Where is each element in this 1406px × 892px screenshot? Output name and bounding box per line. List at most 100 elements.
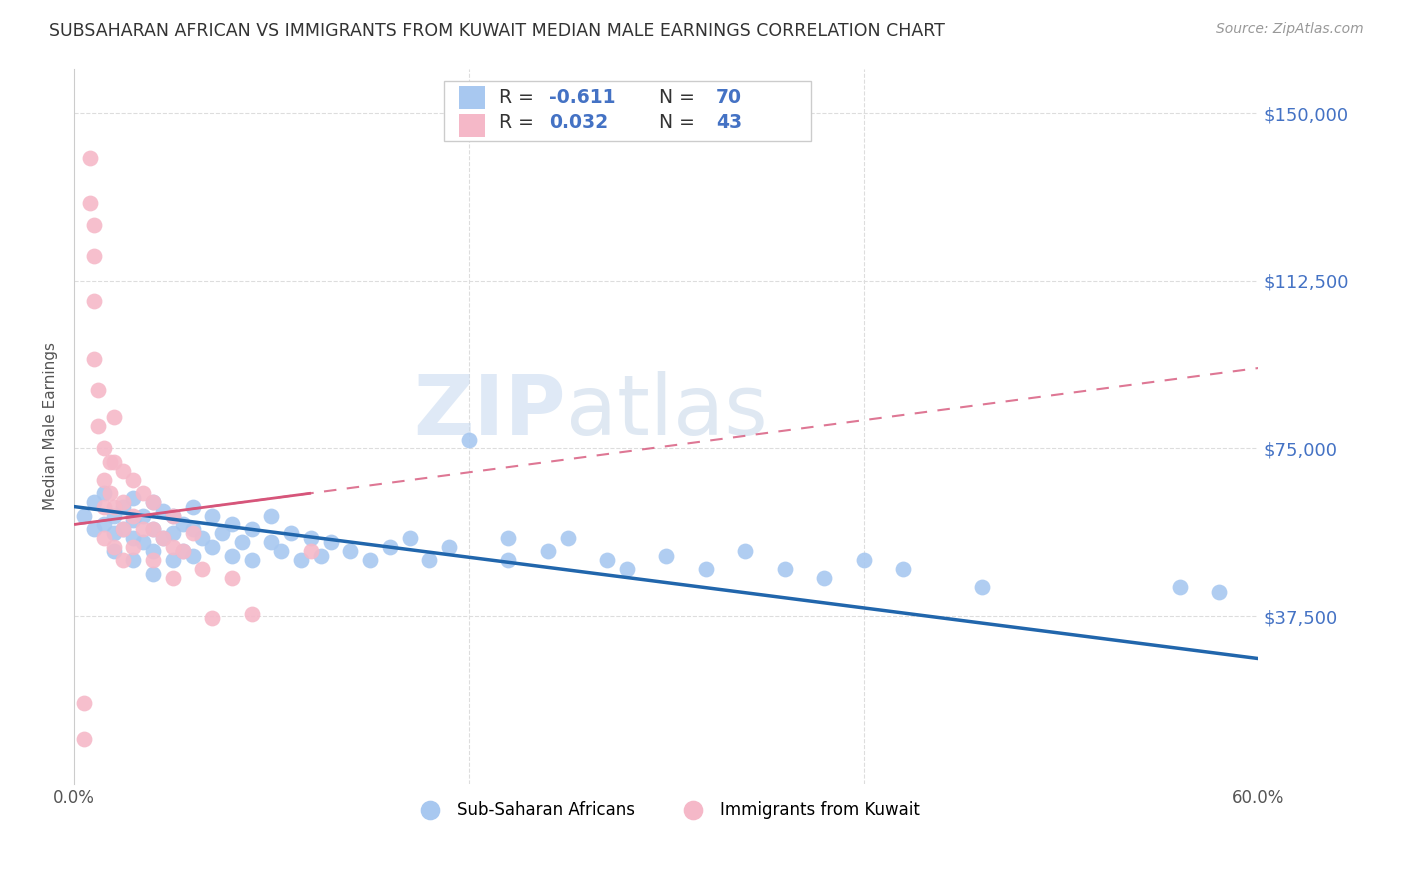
Point [240,607,263,621]
Point [972,580,994,594]
Point [142,544,165,558]
Point [191,562,214,576]
FancyBboxPatch shape [458,86,485,109]
Text: Source: ZipAtlas.com: Source: ZipAtlas.com [1216,22,1364,37]
Point [181,549,204,563]
Point [221,549,243,563]
Text: N =: N = [647,87,702,107]
Point [83,293,105,308]
Point [201,508,224,523]
Point [319,535,342,549]
Point [112,522,135,536]
Point [891,562,914,576]
Point [734,544,756,558]
Text: ZIP: ZIP [413,371,565,452]
Point [437,540,460,554]
Point [112,522,135,536]
Point [83,352,105,367]
Point [231,535,253,549]
Point [122,491,145,505]
Point [122,540,145,554]
FancyBboxPatch shape [458,114,485,137]
Point [280,526,302,541]
Point [201,611,224,625]
Point [221,571,243,585]
Point [211,526,233,541]
Point [93,500,115,514]
Point [83,249,105,263]
Point [498,531,520,545]
Point [339,544,361,558]
Point [162,553,184,567]
Point [359,553,381,567]
Point [616,562,638,576]
Point [83,495,105,509]
Point [132,486,155,500]
Point [112,464,135,478]
Point [132,508,155,523]
Point [152,531,174,545]
Point [93,486,115,500]
Point [73,696,96,710]
Text: 43: 43 [716,113,742,132]
Point [457,433,479,447]
Point [122,513,145,527]
Point [142,566,165,581]
Text: SUBSAHARAN AFRICAN VS IMMIGRANTS FROM KUWAIT MEDIAN MALE EARNINGS CORRELATION CH: SUBSAHARAN AFRICAN VS IMMIGRANTS FROM KU… [49,22,945,40]
Point [87,419,110,434]
Point [103,526,125,541]
Y-axis label: Median Male Earnings: Median Male Earnings [44,343,58,510]
Point [162,508,184,523]
Point [98,486,121,500]
Point [98,455,121,469]
Point [103,455,125,469]
Point [172,544,194,558]
Point [79,151,101,165]
Point [1168,580,1191,594]
Point [103,544,125,558]
Point [1208,584,1230,599]
Point [181,522,204,536]
Point [557,531,579,545]
Point [290,553,312,567]
Point [813,571,835,585]
Point [260,508,283,523]
Point [93,517,115,532]
Point [270,544,292,558]
Point [112,500,135,514]
Point [378,540,401,554]
Point [103,500,125,514]
Point [201,540,224,554]
Point [655,549,678,563]
Point [132,535,155,549]
Point [142,495,165,509]
Point [191,531,214,545]
Point [83,218,105,232]
Text: 70: 70 [716,87,742,107]
Point [122,531,145,545]
Text: R =: R = [499,87,540,107]
Point [260,535,283,549]
Point [596,553,619,567]
Legend: Sub-Saharan Africans, Immigrants from Kuwait: Sub-Saharan Africans, Immigrants from Ku… [406,794,927,825]
Point [498,553,520,567]
Point [112,553,135,567]
Point [221,517,243,532]
Point [398,531,420,545]
Point [93,531,115,545]
Point [181,526,204,541]
Point [83,522,105,536]
Point [240,522,263,536]
Point [79,195,101,210]
Point [162,526,184,541]
Point [152,504,174,518]
Point [93,442,115,456]
Point [299,531,322,545]
Point [162,571,184,585]
Point [537,544,560,558]
Text: -0.611: -0.611 [548,87,616,107]
Text: R =: R = [499,113,540,132]
Text: N =: N = [647,113,702,132]
FancyBboxPatch shape [444,80,811,142]
Point [93,473,115,487]
